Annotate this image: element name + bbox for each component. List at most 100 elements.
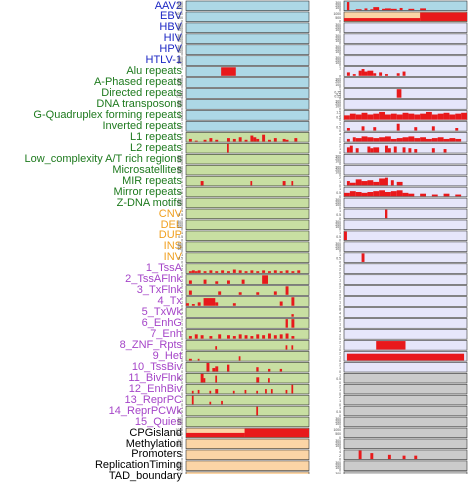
y-tick-label: 100 bbox=[335, 50, 341, 54]
signal-bar bbox=[437, 113, 444, 120]
y-tick-label: 0 bbox=[339, 206, 341, 210]
track-panel-left bbox=[185, 154, 310, 165]
track-panel-right bbox=[343, 383, 468, 395]
signal-bar bbox=[387, 454, 391, 460]
y-tick-label: 200 bbox=[335, 420, 341, 424]
y-tick-label: 300 bbox=[177, 78, 183, 82]
y-tick-label: 300 bbox=[335, 439, 341, 443]
signal-bar bbox=[402, 455, 406, 460]
y-tick-label: 100 bbox=[335, 159, 341, 163]
track-label-10-tssbiv: 10_TssBiv bbox=[131, 360, 182, 373]
signal-bar bbox=[218, 334, 222, 339]
y-tick-label: 0 bbox=[181, 326, 183, 330]
track-label-5-txwk: 5_TxWk bbox=[141, 306, 182, 319]
signal-bar bbox=[402, 192, 409, 197]
signal-bar bbox=[221, 270, 225, 273]
y-tick-label: 0 bbox=[339, 239, 341, 243]
y-tick-label: 1 bbox=[339, 301, 341, 305]
signal-bar bbox=[373, 127, 377, 131]
signal-bar bbox=[355, 114, 362, 120]
signal-bar bbox=[221, 400, 223, 405]
signal-bar bbox=[194, 334, 198, 339]
y-tick-label: 0 bbox=[339, 293, 341, 297]
signal-bar bbox=[361, 136, 368, 142]
track-panel-right bbox=[343, 296, 468, 307]
signal-bar bbox=[390, 180, 394, 186]
y-tick-label: 300 bbox=[177, 417, 183, 421]
signal-bar bbox=[238, 292, 242, 295]
y-tick-label: 200 bbox=[335, 442, 341, 446]
y-tick-label: 500 bbox=[177, 432, 183, 436]
y-tick-label: 0 bbox=[181, 217, 183, 221]
signal-bar bbox=[387, 148, 391, 153]
y-tick-label: 300 bbox=[335, 165, 341, 169]
y-tick-label: 1 bbox=[339, 355, 341, 359]
signal-bar bbox=[373, 138, 380, 142]
y-tick-label: 100 bbox=[177, 159, 183, 163]
signal-bar bbox=[262, 134, 266, 142]
y-tick-label: 200 bbox=[335, 80, 341, 84]
y-tick-label: 1 bbox=[339, 344, 341, 348]
signal-bar bbox=[273, 335, 277, 339]
signal-bar bbox=[256, 390, 259, 394]
y-tick-label: 1 bbox=[181, 279, 183, 283]
track-panel-right bbox=[343, 208, 468, 220]
y-tick-label: 1 bbox=[181, 366, 183, 370]
track-label-replicationtiming: ReplicationTiming bbox=[94, 459, 182, 472]
signal-bar bbox=[191, 390, 194, 394]
y-tick-label: 2 bbox=[181, 351, 183, 355]
signal-bar bbox=[414, 455, 418, 460]
y-tick-label: 0 bbox=[181, 414, 183, 418]
y-tick-label: 1 bbox=[339, 290, 341, 294]
y-tick-label: 0 bbox=[339, 326, 341, 330]
signal-bar bbox=[396, 138, 403, 142]
signal-bar bbox=[268, 378, 270, 383]
y-tick-label: 500 bbox=[335, 16, 341, 20]
y-tick-label: 2 bbox=[181, 340, 183, 344]
track-label-hpv: HPV bbox=[159, 43, 182, 56]
signal-bar bbox=[385, 145, 388, 153]
signal-bar bbox=[370, 148, 374, 153]
track-panel-left bbox=[185, 471, 310, 474]
y-tick-label: 0 bbox=[181, 436, 183, 440]
y-tick-label: 0 bbox=[181, 140, 183, 144]
track-panel-right bbox=[343, 449, 468, 460]
track-panel-left bbox=[185, 383, 310, 395]
signal-bar bbox=[373, 73, 377, 76]
signal-bar bbox=[227, 280, 230, 284]
y-tick-label: 2 bbox=[181, 333, 183, 337]
y-tick-label: 0 bbox=[181, 195, 183, 199]
y-tick-label: 0 bbox=[181, 392, 183, 396]
y-tick-label: 2 bbox=[339, 176, 341, 180]
y-tick-label: 100 bbox=[177, 225, 183, 229]
y-tick-label: 0 bbox=[181, 20, 183, 24]
signal-bar bbox=[191, 304, 195, 306]
y-tick-label: 0 bbox=[339, 381, 341, 385]
y-tick-label: 300 bbox=[177, 45, 183, 49]
signal-bar bbox=[197, 358, 200, 361]
signal-bar bbox=[227, 335, 230, 339]
y-tick-label: 300 bbox=[177, 461, 183, 465]
signal-bar bbox=[393, 146, 397, 153]
track-panel-left bbox=[185, 362, 310, 373]
signal-bar bbox=[385, 209, 388, 219]
signal-bar bbox=[203, 271, 207, 273]
y-tick-label: 0 bbox=[181, 107, 183, 111]
y-tick-label: 300 bbox=[177, 472, 183, 474]
y-tick-label: 100 bbox=[335, 170, 341, 174]
y-tick-label: 0 bbox=[339, 392, 341, 396]
y-tick-label: 0.5 bbox=[336, 213, 341, 217]
y-tick-label: 200 bbox=[335, 47, 341, 51]
signal-bar bbox=[291, 314, 294, 317]
track-panel-left bbox=[185, 405, 310, 417]
y-tick-label: 4 bbox=[339, 311, 341, 315]
y-tick-label: 1 bbox=[339, 253, 341, 257]
y-tick-label: 200 bbox=[177, 201, 183, 205]
track-label-directed-repeats: Directed repeats bbox=[101, 87, 182, 100]
y-tick-label: 1 bbox=[181, 406, 183, 410]
y-tick-label: 1 bbox=[339, 180, 341, 184]
y-tick-label: 4 bbox=[181, 132, 183, 136]
signal-bar bbox=[346, 128, 350, 131]
track-label-htlv-1: HTLV-1 bbox=[145, 54, 182, 67]
y-tick-label: 0 bbox=[339, 74, 341, 78]
